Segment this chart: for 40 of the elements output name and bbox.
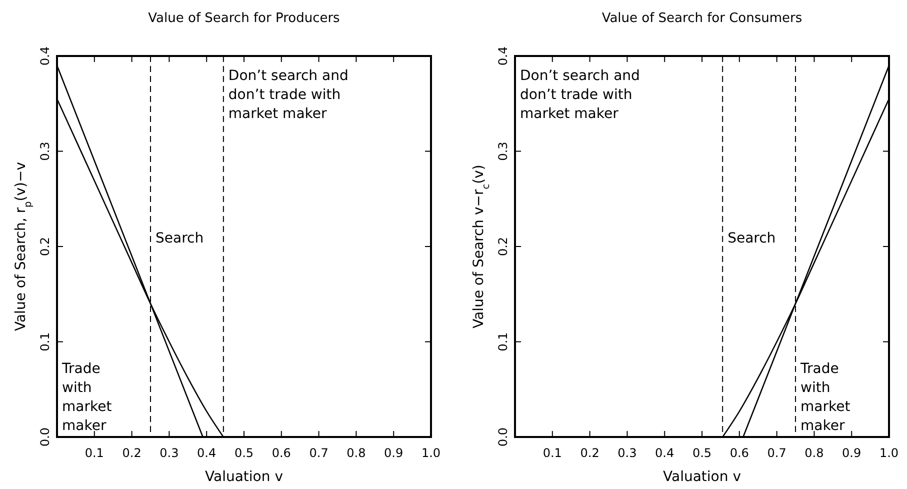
x-tick-label: 0.5 — [234, 446, 254, 460]
x-tick-label: 0.2 — [122, 446, 142, 460]
x-tick-label: 1.0 — [421, 446, 441, 460]
x-tick-label: 1.0 — [879, 446, 899, 460]
y-tick-label: 0.4 — [38, 46, 52, 66]
y-tick-label: 0.2 — [38, 236, 52, 256]
y-tick-label: 0.1 — [496, 332, 510, 352]
x-tick-label: 0.7 — [767, 446, 786, 460]
x-tick-label: 0.9 — [842, 446, 862, 460]
x-tick-label: 0.4 — [655, 446, 674, 460]
y-tick-label: 0.3 — [496, 142, 510, 161]
y-tick-label: 0.0 — [38, 427, 52, 447]
y-tick-label: 0.0 — [496, 427, 510, 447]
annotation: Trade with market maker — [61, 361, 112, 434]
x-tick-label: 0.1 — [84, 446, 104, 460]
y-tick-label: 0.2 — [496, 236, 510, 256]
x-tick-label: 0.2 — [580, 446, 600, 460]
x-tick-label: 0.8 — [804, 446, 824, 460]
x-tick-label: 0.3 — [618, 446, 637, 460]
x-axis-title: Valuation v — [663, 469, 741, 485]
chart-title: Value of Search for Producers — [148, 11, 340, 26]
annotation: Search — [156, 230, 204, 246]
x-tick-label: 0.1 — [542, 446, 562, 460]
annotation: Don’t search and don’t trade with market maker — [520, 68, 640, 122]
chart-title: Value of Search for Consumers — [602, 11, 802, 26]
y-tick-label: 0.4 — [496, 46, 510, 66]
annotation: Trade with market maker — [800, 361, 851, 434]
x-axis-title: Valuation v — [205, 469, 283, 485]
annotation: Don’t search and don’t trade with market maker — [228, 68, 348, 122]
x-tick-label: 0.3 — [160, 446, 179, 460]
x-tick-label: 0.7 — [309, 446, 328, 460]
annotation: Search — [728, 230, 776, 246]
y-tick-label: 0.1 — [38, 332, 52, 352]
y-tick-label: 0.3 — [38, 142, 52, 161]
x-tick-label: 0.4 — [197, 446, 216, 460]
x-tick-label: 0.5 — [692, 446, 712, 460]
x-tick-label: 0.8 — [346, 446, 366, 460]
x-tick-label: 0.6 — [730, 446, 749, 460]
x-tick-label: 0.9 — [384, 446, 404, 460]
x-tick-label: 0.6 — [272, 446, 291, 460]
